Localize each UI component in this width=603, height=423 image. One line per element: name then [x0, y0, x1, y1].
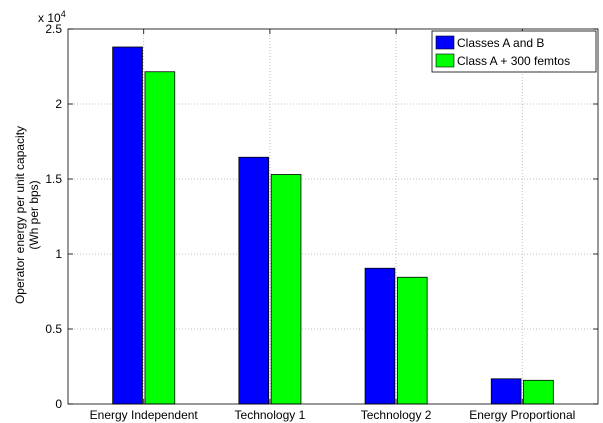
- bar-classes-a-and-b: [238, 156, 270, 405]
- legend-swatch: [435, 53, 455, 68]
- x-tick-label: Technology 2: [361, 408, 432, 422]
- plot-border: [67, 28, 599, 405]
- y-tick-labels: 0 0.5 1 1.5 2 2.5: [45, 22, 62, 411]
- bar-class-a-300-femtos: [270, 174, 302, 405]
- grid-lines: [68, 29, 598, 404]
- y-tick-label: 0.5: [45, 322, 62, 336]
- legend-label: Classes A and B: [457, 36, 544, 50]
- y-axis-label-line2: (Wh per bps): [27, 180, 41, 249]
- y-axis-label-line1: Operator energy per unit capacity: [13, 126, 27, 304]
- y-tick-label: 1: [55, 247, 62, 261]
- y-axis-multiplier-base: x 10: [38, 11, 61, 25]
- legend-label: Class A + 300 femtos: [457, 54, 570, 68]
- bar-class-a-300-femtos: [144, 71, 176, 405]
- bar-classes-a-and-b: [112, 46, 143, 405]
- legend: Classes A and B Class A + 300 femtos: [431, 30, 597, 73]
- y-axis-multiplier: x 104: [38, 9, 66, 25]
- y-tick-label: 1.5: [45, 172, 62, 186]
- y-tick-label: 2: [55, 97, 62, 111]
- bar-classes-a-and-b: [490, 378, 522, 405]
- x-tick-labels: Energy Independent Technology 1 Technology…: [90, 408, 576, 422]
- x-tick-label: Technology 1: [235, 408, 306, 422]
- x-tick-label: Energy Independent: [90, 408, 199, 422]
- y-axis-label: Operator energy per unit capacity (Wh pe…: [13, 126, 41, 304]
- x-tick-label: Energy Proportional: [469, 408, 575, 422]
- y-tick-label: 2.5: [45, 22, 62, 36]
- y-axis-multiplier-exponent: 4: [61, 9, 66, 19]
- legend-box: [431, 30, 597, 73]
- y-tick-label: 0: [55, 397, 62, 411]
- bar-classes-a-and-b: [364, 267, 396, 405]
- bar-class-a-300-femtos: [396, 276, 428, 405]
- legend-swatch: [435, 35, 455, 50]
- bar-class-a-300-femtos: [523, 379, 554, 405]
